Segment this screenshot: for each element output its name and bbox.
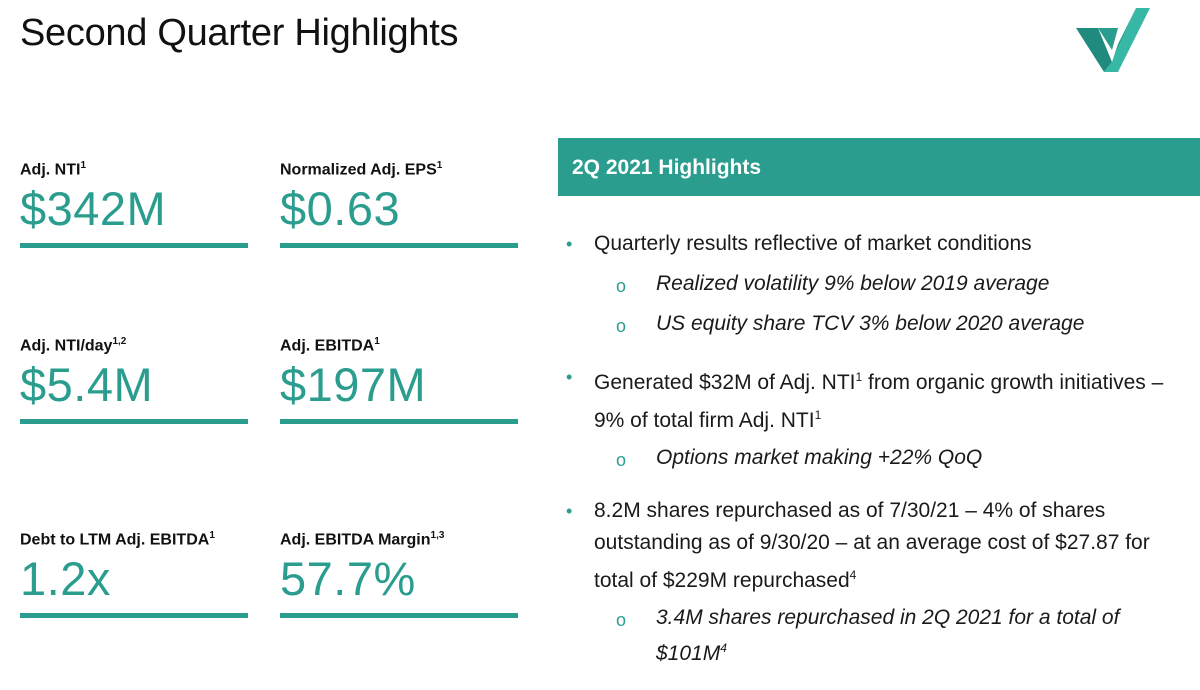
metric-underline (280, 613, 518, 619)
metric-adj-ebitda: Adj. EBITDA1 $197M (280, 336, 518, 425)
metric-underline (20, 613, 248, 619)
bullet-marker: • (566, 501, 573, 521)
highlights-list: • Quarterly results reflective of market… (566, 228, 1196, 669)
metric-underline (20, 243, 248, 249)
metric-value: 57.7% (280, 552, 416, 606)
sub-bullet-marker: o (616, 450, 627, 470)
sub-bullet-marker: o (616, 316, 627, 336)
sub-bullet-item: o 3.4M shares repurchased in 2Q 2021 for… (616, 606, 1120, 665)
bullet-marker: • (566, 234, 573, 254)
sub-bullet-marker: o (616, 276, 627, 296)
metric-label: Debt to LTM Adj. EBITDA1 (20, 530, 215, 549)
metric-value: $342M (20, 182, 167, 236)
metric-value: 1.2x (20, 552, 111, 606)
metric-debt-to-ltm-adj-ebitda: Debt to LTM Adj. EBITDA1 1.2x (20, 530, 248, 619)
metric-label: Normalized Adj. EPS1 (280, 160, 443, 179)
metric-value: $5.4M (20, 358, 154, 412)
metric-value: $0.63 (280, 182, 401, 236)
bullet-item: • Generated $32M of Adj. NTI1 from organ… (566, 361, 1196, 437)
highlights-header-title: 2Q 2021 Highlights (572, 156, 762, 179)
metric-normalized-adj-eps: Normalized Adj. EPS1 $0.63 (280, 160, 518, 249)
metric-label: Adj. NTI/day1,2 (20, 336, 127, 355)
bullet-marker: • (566, 367, 573, 387)
slide-title: Second Quarter Highlights (20, 12, 459, 54)
metric-label: Adj. EBITDA Margin1,3 (280, 530, 445, 549)
highlights-header: 2Q 2021 Highlights (558, 138, 1200, 196)
sub-bullet-item: o US equity share TCV 3% below 2020 aver… (566, 309, 1196, 339)
metric-value: $197M (280, 358, 427, 412)
sub-bullet-item: o Realized volatility 9% below 2019 aver… (566, 269, 1196, 299)
metric-adj-ebitda-margin: Adj. EBITDA Margin1,3 57.7% (280, 530, 518, 619)
sub-bullet-marker: o (616, 610, 627, 630)
sub-bullet-item: o Options market making +22% QoQ (566, 443, 1196, 473)
metric-underline (280, 243, 518, 249)
metric-label: Adj. EBITDA1 (280, 336, 380, 355)
bullet-item: • 8.2M shares repurchased as of 7/30/21 … (566, 495, 1186, 597)
metric-adj-nti-day: Adj. NTI/day1,2 $5.4M (20, 336, 248, 425)
metric-label: Adj. NTI1 (20, 160, 86, 179)
virtu-logo-icon (1076, 8, 1150, 72)
metric-underline (20, 419, 248, 425)
metric-adj-nti: Adj. NTI1 $342M (20, 160, 248, 249)
metric-underline (280, 419, 518, 425)
bullet-item: • Quarterly results reflective of market… (566, 228, 1196, 260)
